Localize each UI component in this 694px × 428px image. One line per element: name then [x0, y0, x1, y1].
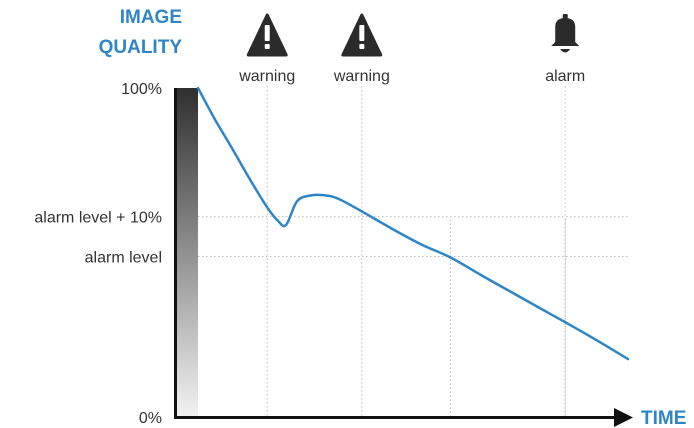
- x-axis-arrowhead: [614, 408, 633, 427]
- y-tick-label: 0%: [139, 410, 162, 427]
- warning-triangle-icon: [341, 13, 383, 57]
- y-axis-title-line2: QUALITY: [99, 37, 183, 58]
- warning-triangle-icon: [246, 13, 288, 57]
- event-label: warning: [238, 68, 295, 85]
- y-tick-label: 100%: [121, 81, 162, 98]
- event-label: alarm: [545, 68, 585, 85]
- y-tick-label: alarm level: [85, 249, 162, 266]
- image-quality-line: [196, 86, 630, 361]
- event-label: warning: [333, 68, 390, 85]
- x-axis-title: TIME: [641, 408, 686, 428]
- bell-icon: [551, 14, 580, 53]
- event-markers: warning warning alarm: [238, 13, 585, 85]
- gridlines: [198, 86, 628, 417]
- y-axis-title-line1: IMAGE: [120, 7, 182, 28]
- y-tick-label: alarm level + 10%: [34, 210, 162, 227]
- y-tick-labels: 100% alarm level + 10% alarm level 0%: [34, 81, 162, 427]
- quality-gradient-bar: [174, 88, 198, 417]
